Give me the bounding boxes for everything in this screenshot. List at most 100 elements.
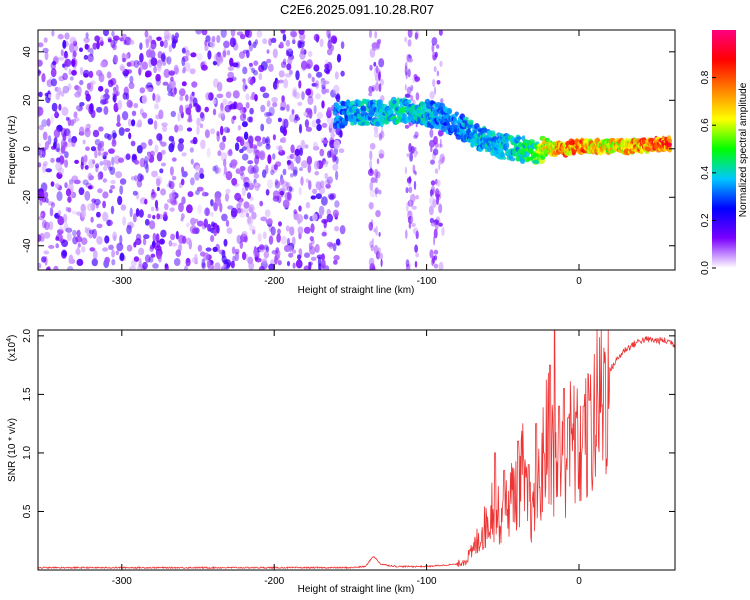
noise-blob: [251, 67, 256, 74]
noise-blob: [323, 67, 330, 74]
noise-blob: [223, 40, 230, 49]
noise-blob: [96, 144, 101, 152]
noise-blob: [104, 235, 110, 244]
band-blob: [369, 240, 374, 248]
noise-blob: [288, 186, 293, 192]
noise-blob: [102, 247, 109, 252]
noise-blob: [57, 229, 64, 235]
band-blob: [369, 64, 373, 71]
band-blob: [374, 187, 379, 195]
noise-blob: [38, 70, 42, 75]
noise-blob: [278, 188, 286, 196]
noise-blob: [112, 95, 116, 102]
noise-blob: [252, 164, 259, 174]
noise-blob: [111, 156, 115, 166]
band-blob: [432, 78, 436, 88]
noise-blob: [333, 259, 338, 265]
noise-blob: [229, 57, 234, 67]
noise-blob: [219, 141, 226, 151]
noise-blob: [321, 259, 326, 269]
noise-blob: [191, 81, 198, 88]
noise-blob: [147, 213, 152, 219]
ridge-blob: [544, 137, 550, 142]
noise-blob: [194, 165, 201, 172]
noise-blob: [158, 109, 164, 120]
noise-blob: [303, 226, 311, 234]
noise-blob: [103, 165, 108, 172]
noise-blob: [249, 142, 254, 149]
noise-blob: [96, 40, 100, 50]
top-y-tick-label: 40: [22, 46, 33, 58]
noise-blob: [112, 132, 117, 139]
noise-blob: [156, 151, 163, 162]
noise-blob: [111, 129, 117, 140]
band-blob: [436, 70, 440, 77]
noise-blob: [303, 112, 308, 117]
noise-blob: [128, 221, 134, 227]
noise-blob: [163, 211, 168, 218]
band-blob: [429, 128, 434, 138]
noise-blob: [219, 202, 223, 213]
noise-blob: [260, 123, 265, 132]
noise-blob: [62, 85, 70, 94]
noise-blob: [40, 210, 46, 219]
ridge-blob: [667, 142, 673, 147]
noise-blob: [223, 41, 230, 49]
band-blob: [433, 249, 439, 255]
noise-blob: [300, 176, 304, 186]
noise-blob: [83, 54, 89, 60]
noise-blob: [332, 163, 339, 171]
noise-blob: [208, 262, 214, 270]
noise-blob: [90, 80, 96, 85]
noise-blob: [225, 219, 230, 227]
noise-blob: [222, 98, 228, 106]
noise-blob: [245, 93, 250, 101]
noise-blob: [130, 259, 137, 267]
noise-blob: [205, 35, 211, 43]
noise-blob: [293, 209, 298, 215]
noise-blob: [286, 63, 292, 71]
noise-blob: [239, 113, 247, 122]
noise-blob: [79, 47, 83, 53]
noise-blob: [71, 58, 76, 67]
noise-blob: [218, 113, 223, 119]
ridge-blob: [441, 125, 447, 133]
noise-blob: [71, 57, 78, 68]
bottom-y-tick-label: 1.5: [22, 387, 33, 401]
noise-blob: [163, 68, 171, 78]
noise-blob: [159, 40, 164, 47]
noise-blob: [102, 200, 106, 209]
noise-blob: [272, 48, 278, 59]
noise-blob: [227, 205, 234, 210]
band-blob: [369, 30, 372, 39]
noise-blob: [164, 203, 169, 211]
noise-blob: [96, 223, 103, 229]
band-blob: [440, 98, 444, 104]
noise-blob: [315, 80, 320, 89]
noise-blob: [38, 91, 43, 98]
noise-blob: [181, 81, 187, 87]
noise-blob: [190, 217, 196, 226]
noise-blob: [88, 158, 95, 169]
noise-blob: [44, 51, 49, 61]
band-blob: [369, 189, 376, 198]
noise-blob: [298, 80, 302, 89]
noise-blob: [196, 186, 204, 192]
noise-blob: [102, 211, 109, 222]
noise-blob: [50, 157, 55, 163]
band-blob: [378, 132, 383, 141]
noise-blob: [306, 155, 313, 165]
noise-blob: [330, 35, 338, 44]
band-blob: [436, 44, 440, 49]
noise-blob: [310, 256, 317, 261]
band-blob: [369, 48, 376, 58]
band-blob: [436, 80, 441, 85]
noise-blob: [321, 253, 325, 261]
noise-blob: [109, 166, 116, 175]
noise-blob: [241, 186, 246, 197]
noise-blob: [262, 231, 267, 240]
noise-blob: [140, 142, 147, 150]
band-blob: [434, 168, 439, 175]
noise-blob: [199, 173, 205, 180]
noise-blob: [264, 209, 271, 218]
